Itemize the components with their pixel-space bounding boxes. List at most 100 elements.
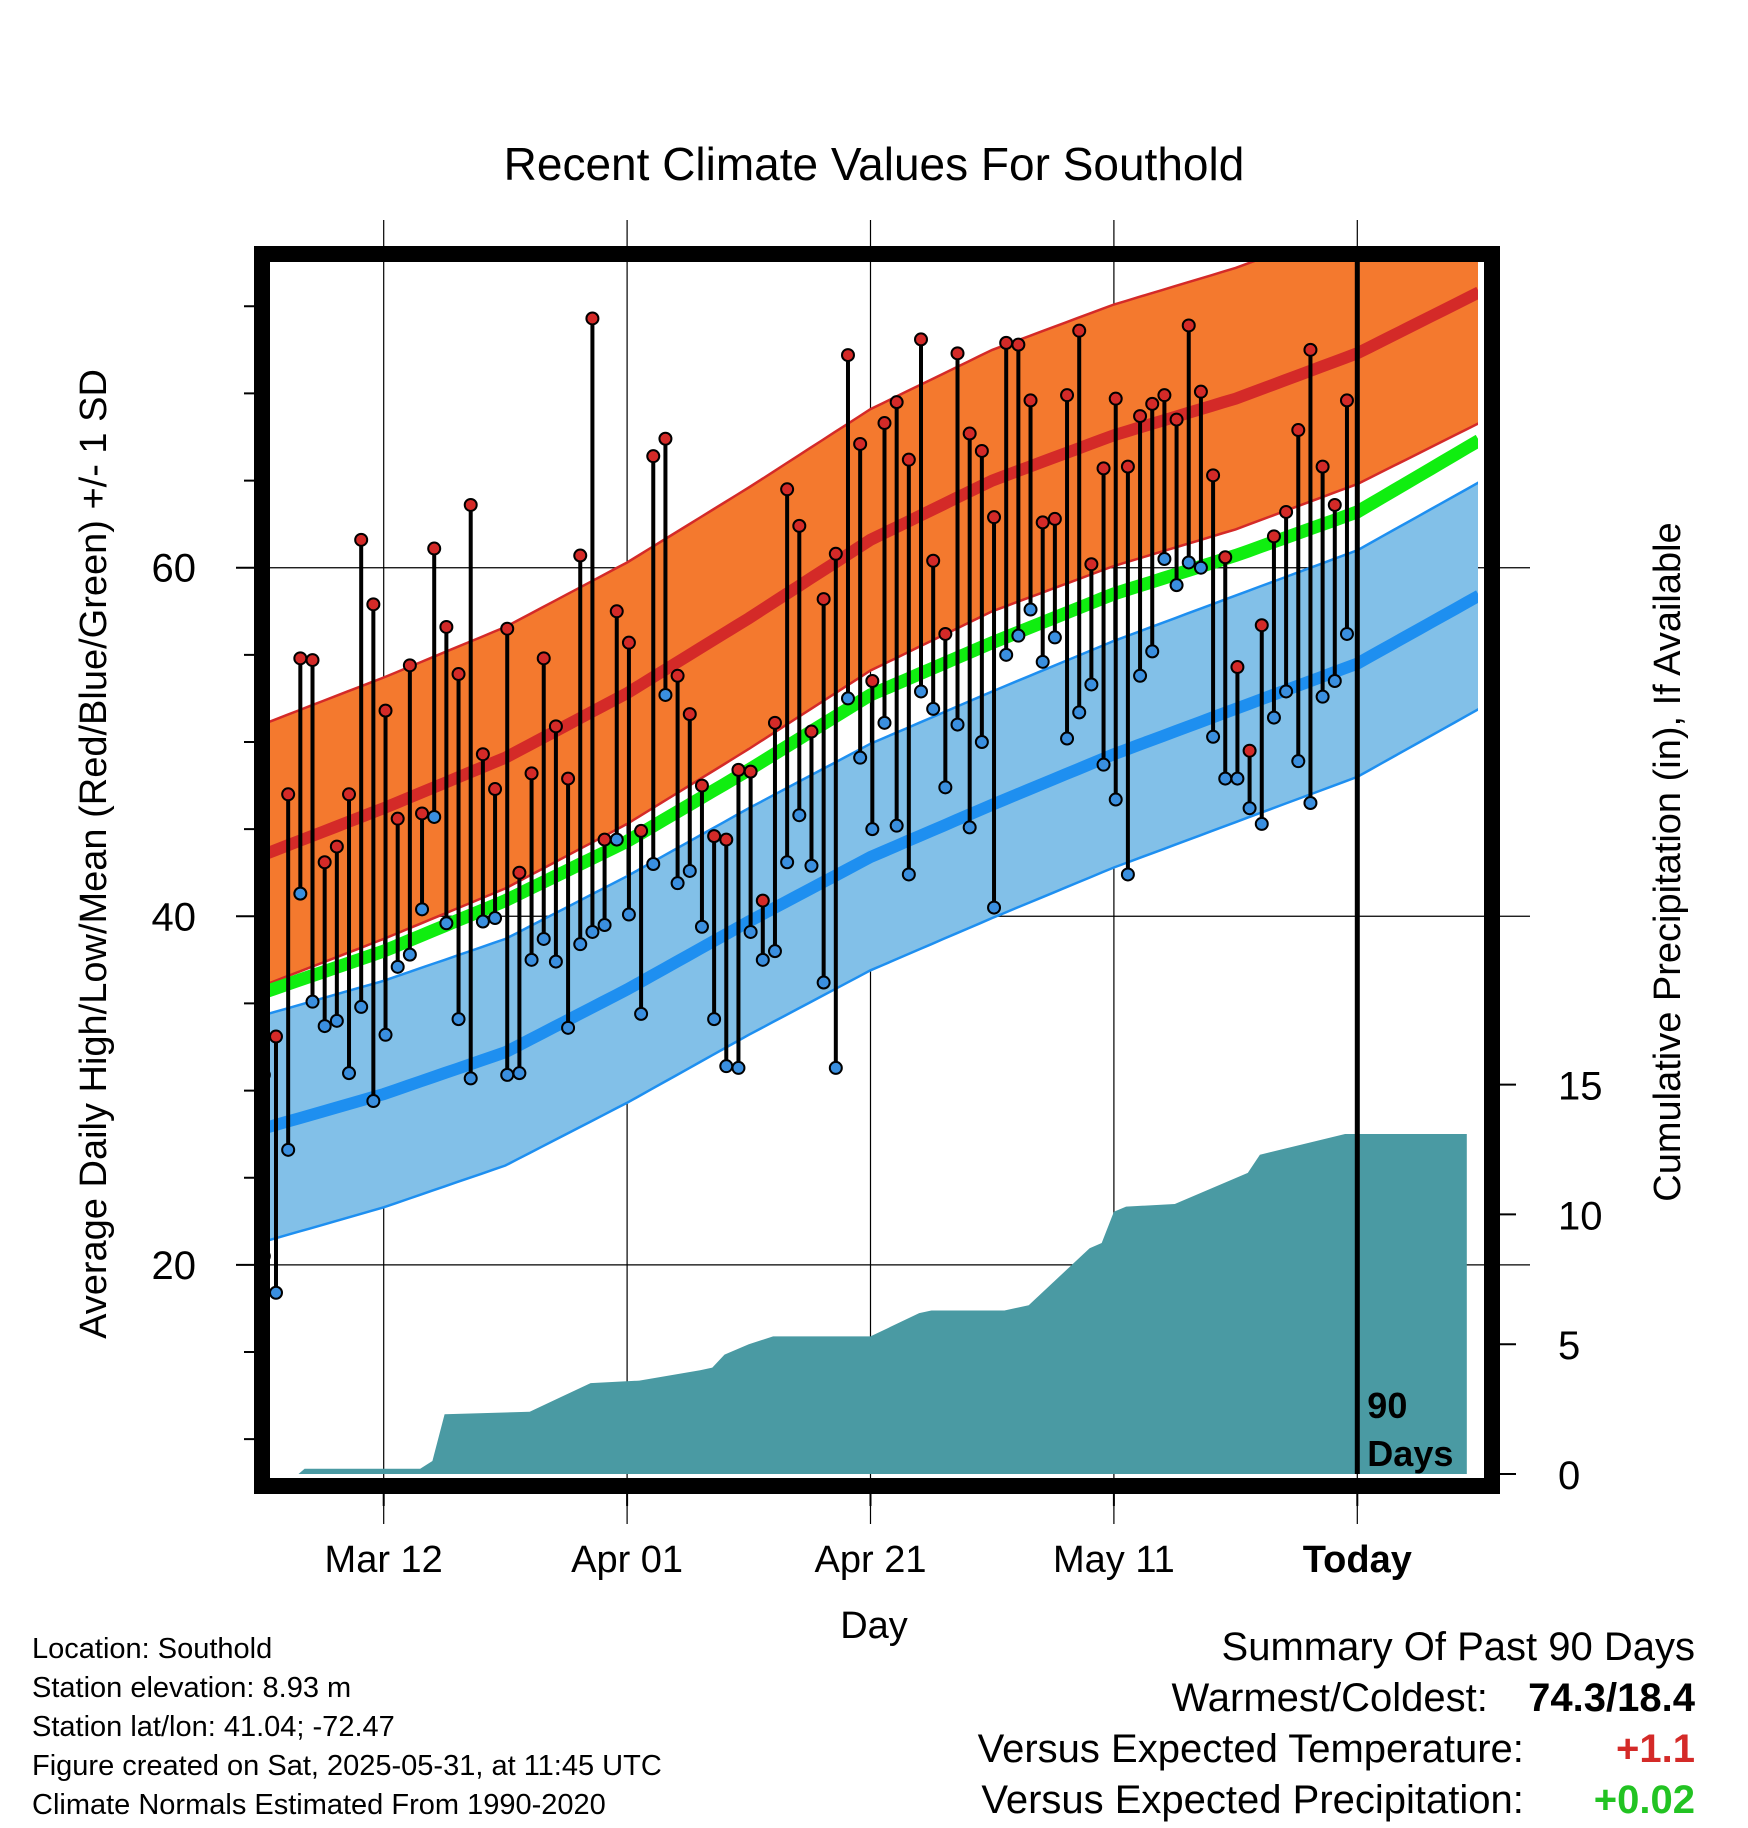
daily-high-point bbox=[682, 707, 697, 722]
daily-high-point bbox=[1218, 550, 1233, 565]
daily-high-point bbox=[512, 865, 527, 880]
daily-high-point bbox=[1266, 529, 1281, 544]
daily-low-point bbox=[1254, 816, 1269, 831]
daily-low-point bbox=[853, 750, 868, 765]
daily-high-point bbox=[1011, 337, 1026, 352]
daily-low-point bbox=[475, 914, 490, 929]
daily-high-point bbox=[1291, 423, 1306, 438]
daily-high-point bbox=[962, 426, 977, 441]
high-lower-edge bbox=[262, 422, 1478, 988]
daily-low-point bbox=[305, 994, 320, 1009]
daily-high-point bbox=[317, 855, 332, 870]
daily-low-point bbox=[792, 808, 807, 823]
daily-high-point bbox=[427, 541, 442, 556]
daily-low-point bbox=[1023, 602, 1038, 617]
daily-low-point bbox=[682, 863, 697, 878]
daily-low-point bbox=[816, 975, 831, 990]
x-axis-label: Day bbox=[840, 1605, 908, 1647]
daily-high-point bbox=[342, 787, 357, 802]
daily-high-point bbox=[1193, 384, 1208, 399]
daily-low-point bbox=[950, 717, 965, 732]
daily-high-point bbox=[585, 311, 600, 326]
x-tick-label: Apr 01 bbox=[571, 1539, 683, 1581]
daily-high-point bbox=[792, 518, 807, 533]
daily-low-point bbox=[1206, 729, 1221, 744]
daily-high-point bbox=[500, 621, 515, 636]
daily-high-point bbox=[475, 747, 490, 762]
daily-low-point bbox=[439, 916, 454, 931]
x-tick-label: Mar 12 bbox=[325, 1539, 443, 1581]
daily-high-point bbox=[548, 719, 563, 734]
daily-high-point bbox=[840, 348, 855, 363]
daily-high-point bbox=[877, 416, 892, 431]
normal-low-line bbox=[262, 590, 1478, 1135]
daily-low-point bbox=[1327, 674, 1342, 688]
temp-label: Versus Expected Temperature: bbox=[977, 1727, 1524, 1771]
low-lower-edge bbox=[262, 708, 1478, 1244]
daily-low-point bbox=[634, 1006, 649, 1021]
daily-low-point bbox=[415, 902, 430, 917]
daily-low-point bbox=[780, 855, 795, 870]
daily-low-point bbox=[767, 944, 782, 959]
daily-observations bbox=[262, 311, 1354, 1300]
precip-label: Versus Expected Precipitation: bbox=[981, 1778, 1524, 1822]
daily-high-point bbox=[1303, 342, 1318, 357]
daily-low-point bbox=[1218, 771, 1233, 786]
daily-low-point bbox=[293, 886, 308, 901]
x-tick-label: Today bbox=[1303, 1539, 1412, 1581]
daily-high-point bbox=[1145, 396, 1160, 411]
precip-value: +0.02 bbox=[1593, 1778, 1695, 1822]
y-tick-label: 40 bbox=[152, 895, 197, 939]
created-text: Figure created on Sat, 2025-05-31, at 11… bbox=[32, 1750, 662, 1782]
daily-low-point bbox=[889, 818, 904, 833]
daily-low-point bbox=[268, 1285, 283, 1300]
daily-high-point bbox=[1230, 660, 1245, 675]
daily-low-point bbox=[366, 1094, 381, 1109]
daily-low-point bbox=[1157, 552, 1172, 566]
daily-low-point bbox=[755, 952, 770, 967]
daily-low-point bbox=[926, 701, 941, 716]
daily-high-point bbox=[597, 832, 612, 847]
daily-high-point bbox=[926, 553, 941, 568]
daily-low-point bbox=[597, 918, 612, 932]
daily-high-point bbox=[1315, 459, 1330, 474]
daily-high-point bbox=[488, 782, 503, 797]
daily-low-point bbox=[1047, 630, 1062, 645]
summary-panel: Summary Of Past 90 Days Warmest/Coldest:… bbox=[795, 1622, 1695, 1826]
cumulative-precip-area bbox=[262, 1134, 1467, 1474]
daily-high-point bbox=[1181, 318, 1196, 333]
daily-high-point bbox=[755, 893, 770, 908]
daily-low-point bbox=[402, 947, 417, 962]
daily-high-point bbox=[780, 482, 795, 497]
daily-low-point bbox=[524, 952, 539, 967]
daily-low-point bbox=[1339, 626, 1354, 641]
daily-high-point bbox=[1120, 459, 1135, 474]
daily-low-point bbox=[1084, 677, 1099, 692]
daily-low-point bbox=[1169, 578, 1184, 593]
daily-high-point bbox=[378, 703, 393, 718]
x-tick-label: Apr 21 bbox=[815, 1539, 927, 1581]
daily-low-point bbox=[804, 858, 819, 873]
daily-high-point bbox=[293, 651, 308, 666]
daily-high-point bbox=[415, 806, 430, 821]
daily-high-point bbox=[1169, 412, 1184, 427]
daily-high-point bbox=[536, 651, 551, 666]
daily-low-point bbox=[1145, 644, 1160, 659]
daily-high-point bbox=[1035, 515, 1050, 530]
daily-low-point bbox=[914, 684, 929, 699]
daily-high-point bbox=[1023, 393, 1038, 408]
daily-low-point bbox=[646, 857, 661, 871]
daily-high-point bbox=[914, 332, 929, 347]
daily-low-point bbox=[500, 1067, 515, 1082]
daily-low-point bbox=[1315, 689, 1330, 704]
elevation-text: Station elevation: 8.93 m bbox=[32, 1672, 352, 1704]
daily-low-point bbox=[1133, 668, 1148, 683]
daily-high-point bbox=[707, 829, 722, 844]
daily-low-point bbox=[658, 687, 673, 702]
daily-high-point bbox=[354, 532, 369, 547]
daily-high-point bbox=[670, 668, 685, 683]
y2-tick-label: 0 bbox=[1558, 1454, 1580, 1498]
y2-tick-label: 5 bbox=[1558, 1324, 1580, 1368]
daily-high-point bbox=[329, 839, 344, 854]
daily-high-point bbox=[853, 436, 868, 451]
